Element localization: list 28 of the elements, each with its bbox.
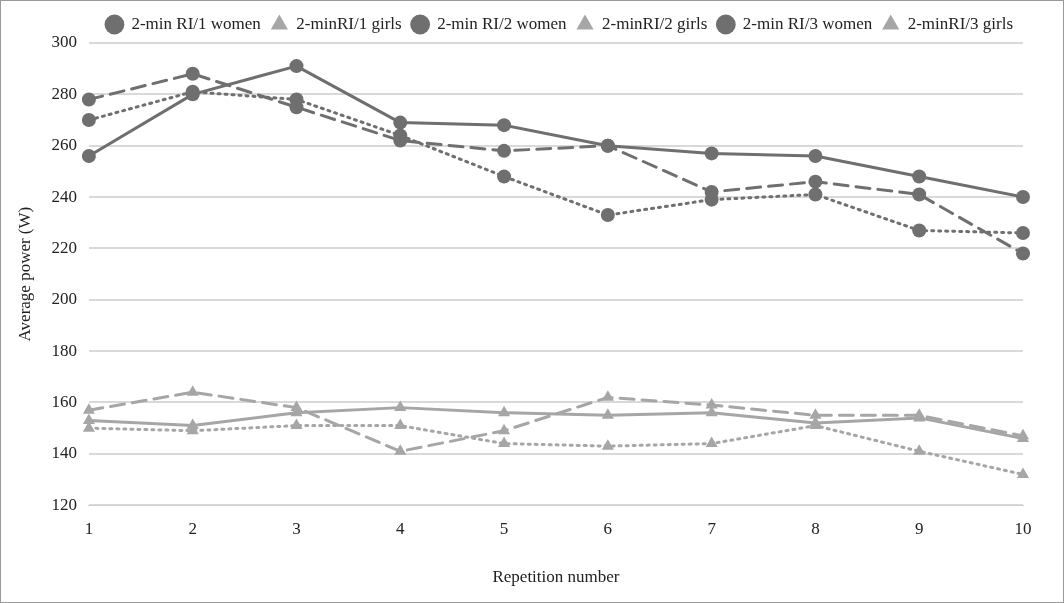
legend-label: 2-minRI/1 girls — [296, 13, 402, 33]
legend-label: 2-min RI/3 women — [742, 13, 873, 33]
legend-label: 2-min RI/1 women — [131, 13, 262, 33]
x-tick-label: 9 — [914, 518, 924, 538]
y-tick-label: 200 — [51, 289, 77, 309]
x-tick-label: 6 — [603, 518, 613, 538]
y-tick-label: 300 — [51, 32, 77, 52]
y-axis-title: Average power (W) — [14, 206, 34, 342]
x-axis-title: Repetition number — [492, 567, 620, 587]
x-tick-label: 2 — [188, 518, 197, 538]
y-tick-label: 180 — [51, 340, 77, 360]
x-tick-label: 8 — [811, 518, 820, 538]
y-tick-label: 220 — [51, 237, 77, 257]
legend-label: 2-minRI/3 girls — [907, 13, 1014, 33]
x-tick-label: 10 — [1014, 518, 1032, 538]
x-tick-label: 5 — [499, 518, 509, 538]
x-tick-label: 3 — [292, 518, 301, 538]
x-tick-label: 1 — [84, 518, 94, 538]
legend-label: 2-minRI/2 girls — [602, 13, 708, 33]
x-tick-label: 7 — [707, 518, 717, 538]
x-tick-label: 4 — [396, 518, 406, 538]
y-tick-label: 120 — [51, 494, 77, 514]
y-tick-label: 160 — [51, 391, 77, 411]
y-tick-label: 280 — [51, 83, 77, 103]
y-tick-label: 140 — [51, 443, 77, 463]
y-tick-label: 260 — [51, 135, 77, 155]
y-tick-label: 240 — [51, 186, 77, 206]
legend-label: 2-min RI/2 women — [437, 13, 568, 33]
